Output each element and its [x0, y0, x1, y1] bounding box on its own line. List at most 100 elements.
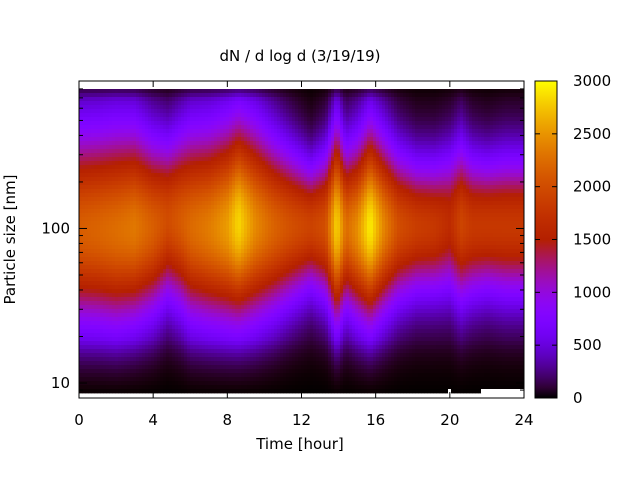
heatmap-cell [253, 321, 257, 326]
heatmap-cell [214, 293, 218, 298]
heatmap-cell [244, 337, 248, 342]
heatmap-cell [118, 141, 122, 146]
heatmap-cell [136, 157, 140, 162]
heatmap-cell [154, 193, 158, 198]
heatmap-cell [256, 225, 260, 230]
heatmap-cell [127, 389, 131, 394]
heatmap-cell [163, 361, 167, 366]
heatmap-cell [139, 353, 143, 358]
heatmap-cell [244, 113, 248, 118]
heatmap-cell [166, 313, 170, 318]
heatmap-cell [97, 381, 101, 386]
heatmap-cell [106, 233, 110, 238]
heatmap-cell [256, 113, 260, 118]
heatmap-cell [268, 213, 272, 218]
heatmap-cell [151, 365, 155, 370]
heatmap-cell [190, 209, 194, 214]
heatmap-cell [100, 301, 104, 306]
heatmap-cell [262, 389, 266, 394]
heatmap-cell [223, 325, 227, 330]
heatmap-cell [118, 325, 122, 330]
heatmap-cell [238, 209, 242, 214]
heatmap-cell [130, 205, 134, 210]
heatmap-cell [124, 297, 128, 302]
heatmap-cell [217, 113, 221, 118]
heatmap-cell [79, 357, 83, 362]
heatmap-cell [88, 277, 92, 282]
heatmap-cell [142, 313, 146, 318]
heatmap-cell [127, 121, 131, 126]
heatmap-cell [238, 265, 242, 270]
heatmap-cell [205, 285, 209, 290]
heatmap-cell [100, 281, 104, 286]
heatmap-cell [142, 381, 146, 386]
heatmap-cell [172, 333, 176, 338]
heatmap-cell [157, 229, 161, 234]
heatmap-cell [154, 113, 158, 118]
heatmap-cell [175, 201, 179, 206]
heatmap-cell [157, 169, 161, 174]
heatmap-cell [163, 325, 167, 330]
heatmap-cell [187, 169, 191, 174]
heatmap-cell [238, 269, 242, 274]
heatmap-cell [85, 149, 89, 154]
heatmap-cell [193, 149, 197, 154]
heatmap-cell [163, 133, 167, 138]
heatmap-cell [253, 301, 257, 306]
heatmap-cell [151, 133, 155, 138]
heatmap-cell [100, 105, 104, 110]
heatmap-cell [223, 161, 227, 166]
heatmap-cell [268, 197, 272, 202]
heatmap-cell [232, 133, 236, 138]
heatmap-cell [121, 157, 125, 162]
heatmap-cell [223, 273, 227, 278]
heatmap-cell [163, 281, 167, 286]
heatmap-cell [235, 121, 239, 126]
heatmap-cell [214, 225, 218, 230]
heatmap-cell [139, 325, 143, 330]
heatmap-cell [130, 305, 134, 310]
heatmap-cell [193, 289, 197, 294]
heatmap-cell [136, 149, 140, 154]
heatmap-cell [232, 261, 236, 266]
heatmap-cell [187, 177, 191, 182]
heatmap-cell [268, 185, 272, 190]
heatmap-cell [112, 109, 116, 114]
heatmap-cell [139, 297, 143, 302]
heatmap-cell [268, 309, 272, 314]
heatmap-cell [145, 225, 149, 230]
heatmap-cell [226, 253, 230, 258]
heatmap-cell [115, 361, 119, 366]
heatmap-cell [181, 357, 185, 362]
heatmap-cell [175, 245, 179, 250]
heatmap-cell [229, 173, 233, 178]
heatmap-cell [130, 185, 134, 190]
heatmap-cell [172, 269, 176, 274]
heatmap-cell [169, 213, 173, 218]
heatmap-cell [97, 273, 101, 278]
heatmap-cell [106, 349, 110, 354]
heatmap-cell [226, 301, 230, 306]
heatmap-cell [178, 181, 182, 186]
heatmap-cell [229, 333, 233, 338]
heatmap-cell [82, 325, 86, 330]
heatmap-cell [190, 241, 194, 246]
heatmap-cell [202, 253, 206, 258]
heatmap-cell [115, 209, 119, 214]
heatmap-cell [196, 109, 200, 114]
heatmap-cell [229, 177, 233, 182]
heatmap-cell [130, 193, 134, 198]
heatmap-cell [244, 205, 248, 210]
heatmap-cell [148, 133, 152, 138]
heatmap-cell [190, 301, 194, 306]
heatmap-cell [94, 105, 98, 110]
heatmap-cell [109, 269, 113, 274]
heatmap-cell [133, 181, 137, 186]
heatmap-cell [79, 149, 83, 154]
heatmap-cell [274, 121, 278, 126]
heatmap-cell [109, 117, 113, 122]
heatmap-cell [184, 277, 188, 282]
heatmap-cell [109, 365, 113, 370]
heatmap-cell [115, 101, 119, 106]
heatmap-cell [199, 93, 203, 98]
